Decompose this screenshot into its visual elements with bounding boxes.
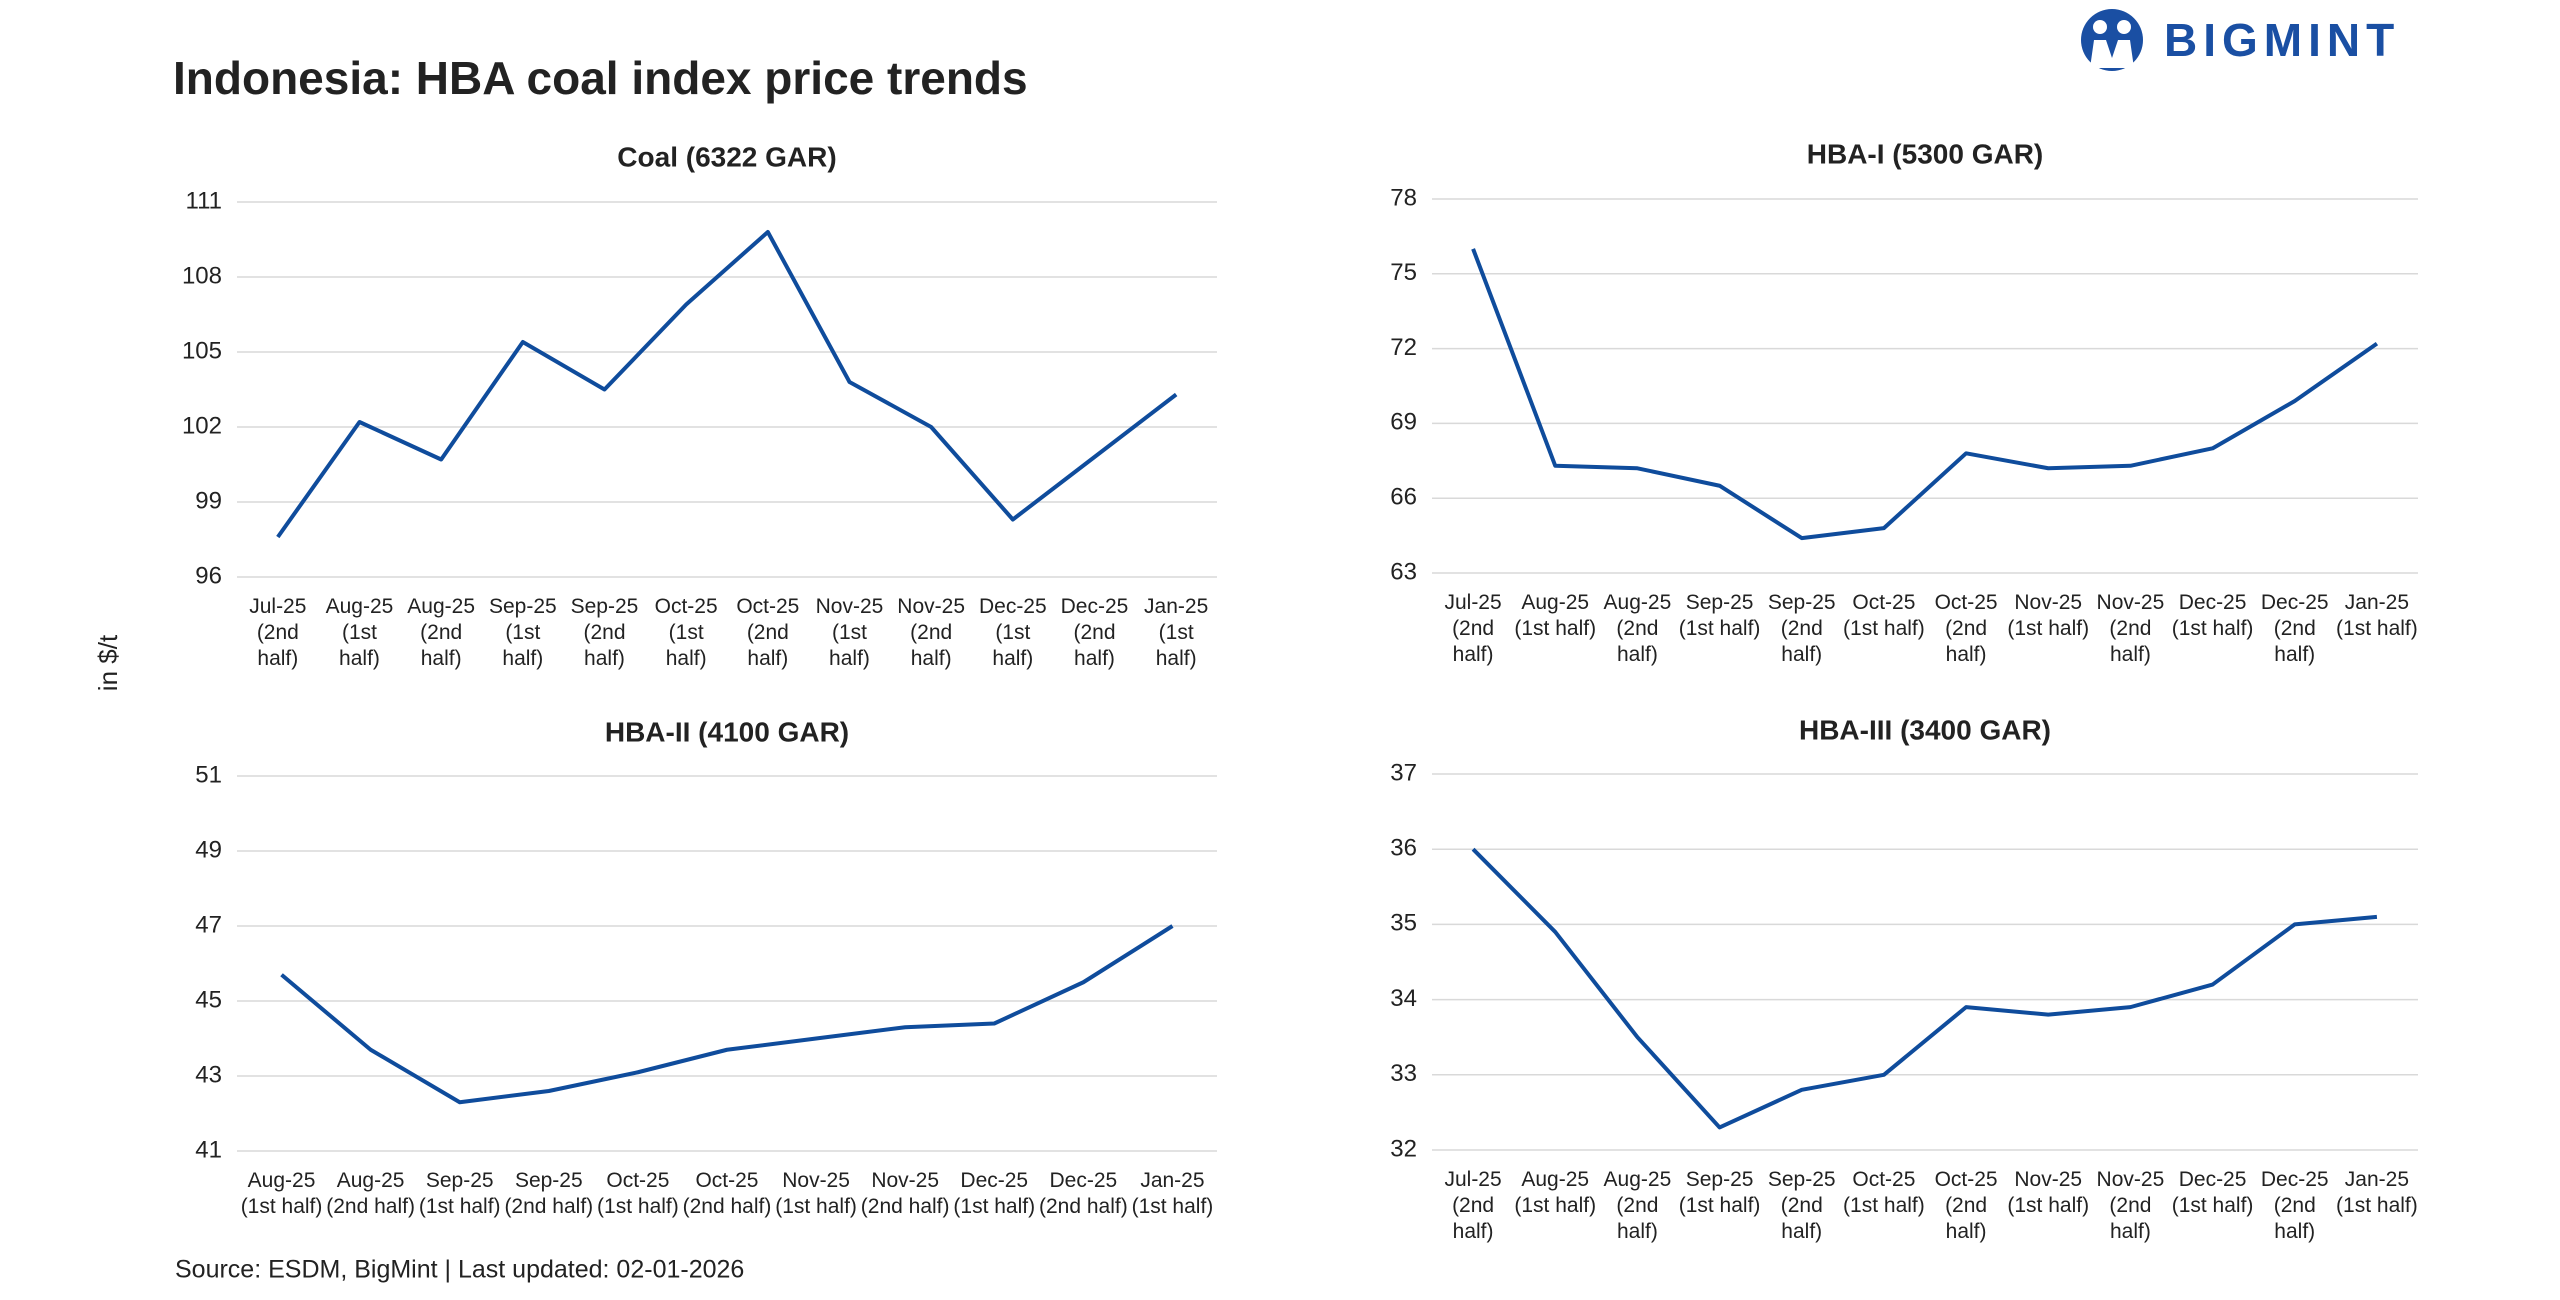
y-tick-label: 35 (1390, 910, 1417, 937)
x-tick-label: Aug-25 (2nd half) (326, 1169, 415, 1218)
chart-title: Coal (6322 GAR) (617, 141, 836, 172)
x-tick-label: Nov-25 (2nd half) (2096, 1168, 2165, 1243)
x-tick-label: Aug-25 (1st half) (1514, 591, 1597, 640)
x-tick-label: Sep-25 (2nd half) (1767, 1168, 1836, 1243)
logo-icon-head (2117, 20, 2131, 34)
y-tick-label: 99 (195, 487, 222, 514)
x-tick-label: Jul-25 (2nd half) (1444, 1168, 1502, 1243)
x-tick-label: Nov-25 (1st half) (815, 595, 884, 670)
x-tick-label: Aug-25 (1st half) (240, 1169, 323, 1218)
y-axis-label: in $/t (93, 634, 123, 691)
x-tick-label: Dec-25 (1st half) (978, 595, 1047, 670)
x-tick-label: Jul-25 (2nd half) (1444, 591, 1502, 666)
x-tick-label: Sep-25 (2nd half) (504, 1169, 594, 1218)
page-title: Indonesia: HBA coal index price trends (173, 52, 1028, 104)
line-series (276, 230, 1178, 539)
y-tick-label: 96 (195, 562, 222, 589)
y-tick-label: 34 (1390, 985, 1417, 1012)
x-tick-label: Nov-25 (1st half) (2007, 1168, 2090, 1217)
x-tick-label: Aug-25 (2nd half) (1603, 591, 1672, 666)
chart-title: HBA-III (3400 GAR) (1799, 714, 2051, 745)
x-tick-label: Oct-25 (1st half) (654, 595, 718, 670)
y-tick-label: 66 (1390, 484, 1417, 511)
x-tick-label: Dec-25 (2nd half) (2260, 591, 2329, 666)
y-tick-label: 49 (195, 836, 222, 863)
x-tick-label: Aug-25 (1st half) (325, 595, 394, 670)
chart-title: HBA-II (4100 GAR) (605, 716, 849, 747)
x-tick-label: Oct-25 (2nd half) (1934, 591, 1998, 666)
line-series (1471, 847, 2378, 1130)
chart-title: HBA-I (5300 GAR) (1807, 138, 2043, 169)
line-series (1471, 248, 2379, 541)
x-tick-label: Sep-25 (1st half) (1678, 591, 1761, 640)
y-tick-label: 51 (195, 761, 222, 788)
y-tick-label: 105 (182, 337, 222, 364)
x-tick-label: Nov-25 (2nd half) (2096, 591, 2165, 666)
x-tick-label: Sep-25 (2nd half) (1767, 591, 1836, 666)
y-tick-label: 43 (195, 1061, 222, 1088)
x-tick-label: Sep-25 (1st half) (1678, 1168, 1761, 1217)
x-tick-label: Jul-25 (2nd half) (249, 595, 307, 670)
y-tick-label: 111 (186, 187, 222, 214)
source-note: Source: ESDM, BigMint | Last updated: 02… (175, 1256, 744, 1284)
x-tick-label: Aug-25 (1st half) (1514, 1168, 1597, 1217)
x-tick-label: Dec-25 (2nd half) (2260, 1168, 2329, 1243)
y-tick-label: 36 (1390, 835, 1417, 862)
line-series (280, 924, 1174, 1105)
y-tick-label: 32 (1390, 1135, 1417, 1162)
y-tick-label: 45 (195, 986, 222, 1013)
y-tick-label: 41 (195, 1136, 222, 1163)
y-tick-label: 102 (182, 412, 222, 439)
x-tick-label: Jan-25 (1st half) (2336, 1168, 2418, 1217)
logo-icon-body (2090, 40, 2134, 68)
x-tick-label: Nov-25 (1st half) (775, 1169, 857, 1218)
y-tick-label: 78 (1390, 184, 1417, 211)
y-tick-label: 72 (1390, 334, 1417, 361)
y-tick-label: 33 (1390, 1060, 1417, 1087)
x-tick-label: Jan-25 (1st half) (2336, 591, 2418, 640)
y-tick-label: 69 (1390, 409, 1417, 436)
y-tick-label: 37 (1390, 759, 1417, 786)
x-tick-label: Jan-25 (1st half) (1131, 1169, 1214, 1218)
x-tick-label: Nov-25 (2nd half) (897, 595, 965, 670)
x-tick-label: Sep-25 (2nd half) (570, 595, 639, 670)
x-tick-label: Oct-25 (2nd half) (1934, 1168, 1998, 1243)
x-tick-label: Oct-25 (1st half) (597, 1169, 679, 1218)
x-tick-label: Nov-25 (2nd half) (860, 1169, 950, 1218)
y-tick-label: 108 (182, 262, 222, 289)
x-tick-label: Jan-25 (1st half) (1144, 595, 1209, 670)
x-tick-label: Dec-25 (1st half) (2171, 591, 2254, 640)
x-tick-label: Oct-25 (1st half) (1843, 1168, 1925, 1217)
y-tick-label: 47 (195, 911, 222, 938)
x-tick-label: Oct-25 (2nd half) (682, 1169, 772, 1218)
x-tick-label: Dec-25 (2nd half) (1060, 595, 1129, 670)
y-tick-label: 75 (1390, 259, 1417, 286)
x-tick-label: Dec-25 (1st half) (953, 1169, 1036, 1218)
logo-icon-head (2093, 20, 2107, 34)
x-tick-label: Dec-25 (2nd half) (1038, 1169, 1128, 1218)
logo-text: BIGMINT (2164, 14, 2400, 66)
x-tick-label: Oct-25 (2nd half) (736, 595, 800, 670)
x-tick-label: Nov-25 (1st half) (2007, 591, 2090, 640)
logo: BIGMINT (2081, 9, 2400, 71)
x-tick-label: Sep-25 (1st half) (488, 595, 557, 670)
x-tick-label: Dec-25 (1st half) (2171, 1168, 2254, 1217)
x-tick-label: Aug-25 (2nd half) (1603, 1168, 1672, 1243)
y-tick-label: 63 (1390, 558, 1417, 585)
x-tick-label: Sep-25 (1st half) (418, 1169, 501, 1218)
x-tick-label: Oct-25 (1st half) (1843, 591, 1925, 640)
x-tick-label: Aug-25 (2nd half) (407, 595, 476, 670)
